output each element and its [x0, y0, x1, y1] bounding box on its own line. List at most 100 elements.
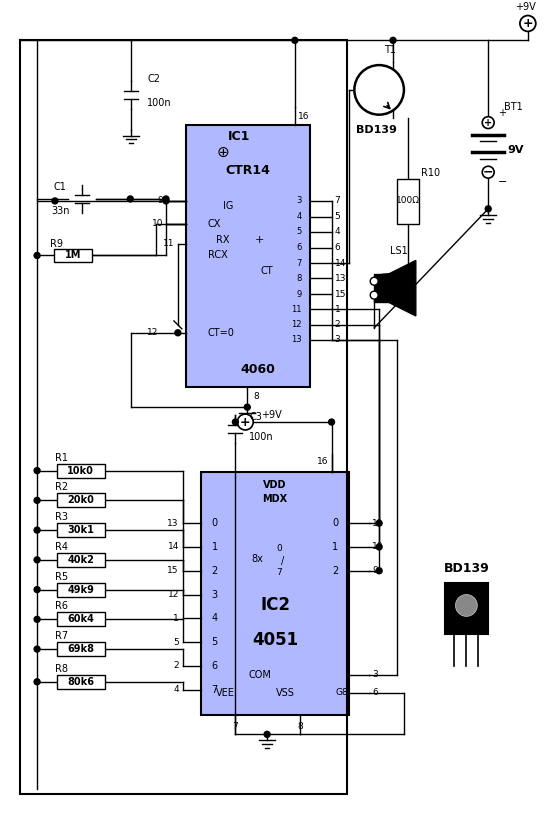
- Text: +9V: +9V: [261, 410, 282, 420]
- Text: IG: IG: [223, 201, 234, 211]
- Bar: [57, 675, 104, 689]
- Text: VDD: VDD: [263, 480, 287, 490]
- Text: 11: 11: [291, 305, 302, 314]
- Circle shape: [370, 277, 378, 285]
- Text: 14: 14: [167, 543, 179, 552]
- Text: T1: T1: [384, 45, 396, 55]
- Text: 7: 7: [335, 196, 340, 205]
- Bar: [445, 583, 488, 634]
- Text: 10: 10: [152, 219, 163, 228]
- Text: 4: 4: [335, 227, 340, 236]
- Text: +: +: [255, 235, 264, 245]
- Text: C1: C1: [54, 182, 67, 192]
- Text: 12: 12: [167, 590, 179, 599]
- Bar: [57, 612, 104, 626]
- Text: R1: R1: [55, 452, 68, 463]
- Text: G8: G8: [335, 688, 348, 697]
- Text: 100Ω: 100Ω: [396, 196, 420, 205]
- Text: 3: 3: [211, 589, 218, 599]
- Text: 8: 8: [253, 392, 259, 401]
- Text: 5: 5: [211, 637, 218, 647]
- Text: 1: 1: [335, 305, 340, 314]
- Text: 2: 2: [335, 320, 340, 329]
- Text: 11: 11: [163, 239, 175, 248]
- Text: 60k4: 60k4: [68, 614, 94, 624]
- Text: +: +: [522, 17, 533, 30]
- Text: 1: 1: [333, 542, 339, 552]
- Circle shape: [163, 198, 169, 204]
- Circle shape: [244, 404, 250, 410]
- Text: −: −: [498, 177, 507, 187]
- Text: 0: 0: [333, 518, 339, 528]
- Text: 4: 4: [173, 686, 179, 695]
- Bar: [54, 249, 92, 263]
- Bar: [57, 583, 104, 597]
- Text: RCX: RCX: [208, 250, 227, 260]
- Text: 20k0: 20k0: [68, 495, 94, 506]
- Text: 3: 3: [372, 671, 378, 679]
- Circle shape: [390, 37, 396, 44]
- Text: +: +: [498, 108, 506, 117]
- Text: BD139: BD139: [356, 125, 397, 135]
- Text: IC1: IC1: [228, 130, 251, 143]
- Text: C2: C2: [147, 74, 160, 84]
- Text: 9: 9: [296, 290, 302, 299]
- Text: R2: R2: [55, 483, 68, 493]
- Text: CTR14: CTR14: [225, 163, 270, 177]
- Text: 1M: 1M: [65, 250, 81, 260]
- Text: LS1: LS1: [390, 245, 408, 255]
- Text: −: −: [483, 166, 493, 179]
- Text: 13: 13: [335, 273, 346, 282]
- Text: 69k8: 69k8: [67, 644, 94, 654]
- Text: +: +: [240, 415, 251, 429]
- Text: 30k1: 30k1: [68, 525, 94, 535]
- Text: CT=0: CT=0: [208, 328, 234, 337]
- Circle shape: [485, 206, 491, 212]
- Text: 4060: 4060: [240, 363, 275, 376]
- Text: 5: 5: [296, 227, 302, 236]
- Text: R10: R10: [421, 168, 440, 178]
- Text: 1: 1: [173, 614, 179, 623]
- Text: 1: 1: [211, 542, 218, 552]
- Text: 6: 6: [211, 661, 218, 671]
- Circle shape: [237, 414, 253, 430]
- Text: R3: R3: [55, 512, 68, 522]
- Circle shape: [482, 166, 494, 178]
- Circle shape: [34, 468, 40, 474]
- Bar: [374, 274, 388, 302]
- Text: 4: 4: [211, 613, 218, 623]
- Circle shape: [376, 544, 382, 550]
- Circle shape: [370, 291, 378, 299]
- Text: 0: 0: [211, 518, 218, 528]
- Circle shape: [52, 198, 58, 204]
- Text: IC2: IC2: [260, 596, 290, 614]
- Text: 2: 2: [333, 566, 339, 576]
- Circle shape: [520, 16, 536, 31]
- Text: 11: 11: [372, 519, 384, 528]
- Text: 7: 7: [211, 685, 218, 695]
- Text: BT1: BT1: [504, 102, 523, 112]
- Bar: [201, 471, 349, 714]
- Text: RX: RX: [215, 235, 229, 245]
- Text: 6: 6: [372, 688, 378, 697]
- Text: 7: 7: [276, 568, 282, 577]
- Text: 8: 8: [297, 722, 302, 731]
- Text: +9V: +9V: [516, 2, 536, 11]
- Circle shape: [34, 527, 40, 533]
- Bar: [397, 179, 419, 224]
- Text: 7: 7: [233, 722, 238, 731]
- Circle shape: [34, 679, 40, 685]
- Circle shape: [127, 196, 133, 202]
- Text: 6: 6: [335, 243, 340, 252]
- Text: 8: 8: [296, 273, 302, 282]
- Text: BD139: BD139: [444, 562, 489, 576]
- Text: 16: 16: [298, 112, 309, 122]
- Text: R9: R9: [50, 239, 63, 249]
- Text: 9: 9: [372, 566, 378, 576]
- Text: 12: 12: [291, 320, 302, 329]
- Circle shape: [264, 732, 270, 737]
- Text: VEE: VEE: [216, 688, 235, 698]
- Text: R4: R4: [55, 542, 68, 552]
- Text: 9V: 9V: [507, 145, 523, 155]
- Polygon shape: [388, 260, 416, 316]
